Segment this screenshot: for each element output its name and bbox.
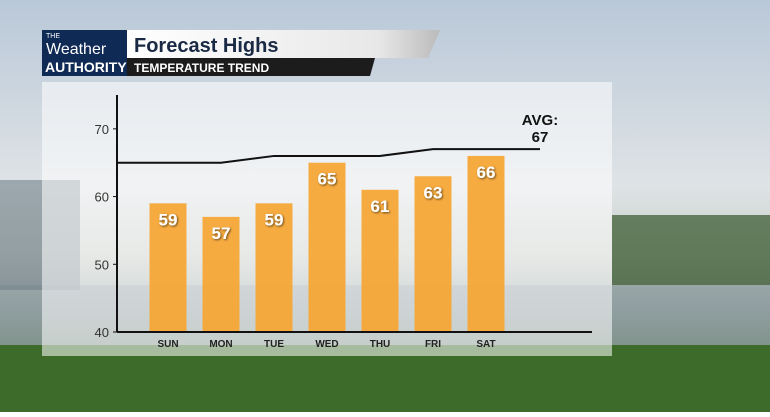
trees: [612, 215, 770, 285]
bar: [361, 189, 399, 332]
y-tick-label: 40: [95, 325, 109, 340]
value-label: 59: [159, 210, 178, 229]
value-label: 63: [424, 183, 443, 202]
y-tick-label: 50: [95, 257, 109, 272]
bar: [414, 176, 452, 332]
bar: [308, 162, 346, 332]
chart-title: Forecast Highs: [134, 35, 278, 57]
x-tick-label: WED: [315, 339, 338, 350]
bar: [202, 216, 240, 332]
logo-top: Weather: [46, 41, 107, 58]
logo-bottom: AUTHORITY: [45, 59, 127, 75]
title-bar: [127, 30, 440, 58]
subtitle-bar: [127, 58, 375, 76]
bar: [255, 203, 293, 332]
x-tick-label: SUN: [157, 339, 178, 350]
y-tick-label: 60: [95, 190, 109, 205]
lawn: [0, 345, 770, 412]
x-tick-label: MON: [209, 339, 232, 350]
avg-line: [168, 148, 486, 164]
value-label: 66: [477, 163, 496, 182]
x-tick-label: SAT: [476, 339, 495, 350]
bar: [149, 203, 187, 332]
x-tick-label: TUE: [264, 339, 284, 350]
avg-label: AVG:: [522, 112, 558, 129]
bar: [467, 155, 505, 332]
chart-subtitle: TEMPERATURE TREND: [134, 61, 269, 75]
logo-box: [42, 30, 127, 76]
value-label: 59: [265, 210, 284, 229]
value-label: 61: [371, 197, 390, 216]
avg-value: 67: [532, 129, 549, 146]
x-tick-label: FRI: [425, 339, 441, 350]
logo-small: THE: [46, 33, 60, 40]
y-tick-label: 70: [95, 122, 109, 137]
value-label: 57: [212, 224, 231, 243]
x-tick-label: THU: [370, 339, 391, 350]
value-label: 65: [318, 170, 337, 189]
